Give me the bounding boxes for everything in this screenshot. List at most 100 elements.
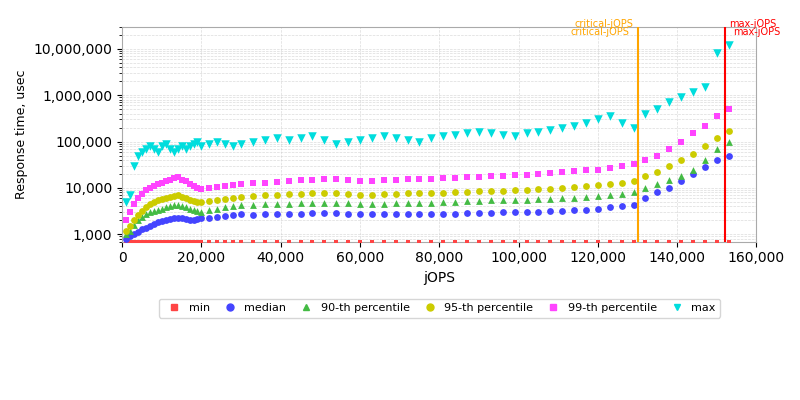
95-th percentile — [226, 194, 239, 201]
99-th percentile — [183, 181, 196, 188]
99-th percentile — [544, 170, 557, 176]
95-th percentile — [306, 190, 319, 197]
95-th percentile — [282, 191, 295, 197]
min — [211, 238, 224, 245]
99-th percentile — [579, 167, 592, 174]
90-th percentile — [167, 202, 180, 209]
95-th percentile — [128, 217, 141, 224]
max — [330, 140, 342, 147]
max — [378, 133, 390, 140]
90-th percentile — [306, 200, 319, 206]
max — [258, 136, 271, 143]
median — [615, 203, 628, 210]
95-th percentile — [270, 191, 283, 198]
99-th percentile — [128, 201, 141, 207]
90-th percentile — [425, 200, 438, 206]
90-th percentile — [449, 198, 462, 205]
90-th percentile — [294, 200, 307, 206]
95-th percentile — [167, 192, 180, 199]
median — [579, 206, 592, 213]
95-th percentile — [342, 190, 354, 197]
95-th percentile — [390, 190, 402, 197]
median — [639, 195, 652, 202]
95-th percentile — [437, 190, 450, 196]
99-th percentile — [234, 181, 247, 188]
max — [532, 129, 545, 135]
min — [710, 238, 723, 245]
95-th percentile — [179, 195, 192, 202]
median — [449, 210, 462, 217]
max — [124, 192, 137, 198]
99-th percentile — [167, 175, 180, 182]
min — [627, 238, 640, 245]
min — [579, 238, 592, 245]
max — [579, 120, 592, 126]
90-th percentile — [143, 209, 156, 216]
max — [179, 146, 192, 152]
99-th percentile — [191, 185, 204, 191]
min — [651, 238, 664, 245]
90-th percentile — [639, 185, 652, 191]
min — [663, 238, 676, 245]
90-th percentile — [401, 200, 414, 206]
min — [722, 238, 735, 245]
95-th percentile — [532, 186, 545, 192]
99-th percentile — [187, 183, 200, 189]
min — [183, 238, 196, 245]
90-th percentile — [532, 196, 545, 202]
median — [179, 216, 192, 222]
min — [159, 238, 172, 245]
90-th percentile — [579, 194, 592, 200]
99-th percentile — [651, 152, 664, 159]
min — [282, 238, 295, 245]
min — [155, 238, 168, 245]
max — [120, 199, 133, 205]
90-th percentile — [413, 200, 426, 206]
95-th percentile — [143, 201, 156, 207]
min — [246, 238, 259, 245]
median — [128, 231, 141, 238]
median — [496, 209, 509, 216]
90-th percentile — [496, 197, 509, 203]
max — [246, 138, 259, 145]
90-th percentile — [485, 197, 498, 204]
median — [167, 215, 180, 222]
median — [627, 202, 640, 209]
max — [390, 135, 402, 141]
min — [544, 238, 557, 245]
99-th percentile — [175, 176, 188, 183]
90-th percentile — [318, 200, 330, 206]
Y-axis label: Response time, usec: Response time, usec — [15, 69, 28, 199]
99-th percentile — [120, 217, 133, 224]
90-th percentile — [171, 202, 184, 208]
95-th percentile — [330, 190, 342, 196]
95-th percentile — [615, 180, 628, 186]
min — [219, 238, 232, 245]
max — [615, 120, 628, 126]
90-th percentile — [556, 195, 569, 202]
min — [591, 238, 604, 245]
90-th percentile — [124, 228, 137, 234]
median — [437, 210, 450, 217]
95-th percentile — [132, 212, 145, 218]
min — [294, 238, 307, 245]
max — [195, 143, 208, 149]
90-th percentile — [591, 193, 604, 199]
median — [568, 207, 581, 214]
max — [485, 130, 498, 137]
95-th percentile — [461, 189, 474, 195]
min — [449, 238, 462, 245]
max — [211, 138, 224, 145]
99-th percentile — [219, 183, 232, 189]
95-th percentile — [722, 128, 735, 134]
median — [135, 226, 148, 232]
min — [175, 238, 188, 245]
max — [354, 136, 366, 143]
95-th percentile — [175, 194, 188, 200]
99-th percentile — [496, 172, 509, 179]
max — [159, 140, 172, 147]
max — [520, 130, 533, 137]
median — [508, 209, 521, 216]
min — [473, 238, 486, 245]
max — [318, 136, 330, 143]
